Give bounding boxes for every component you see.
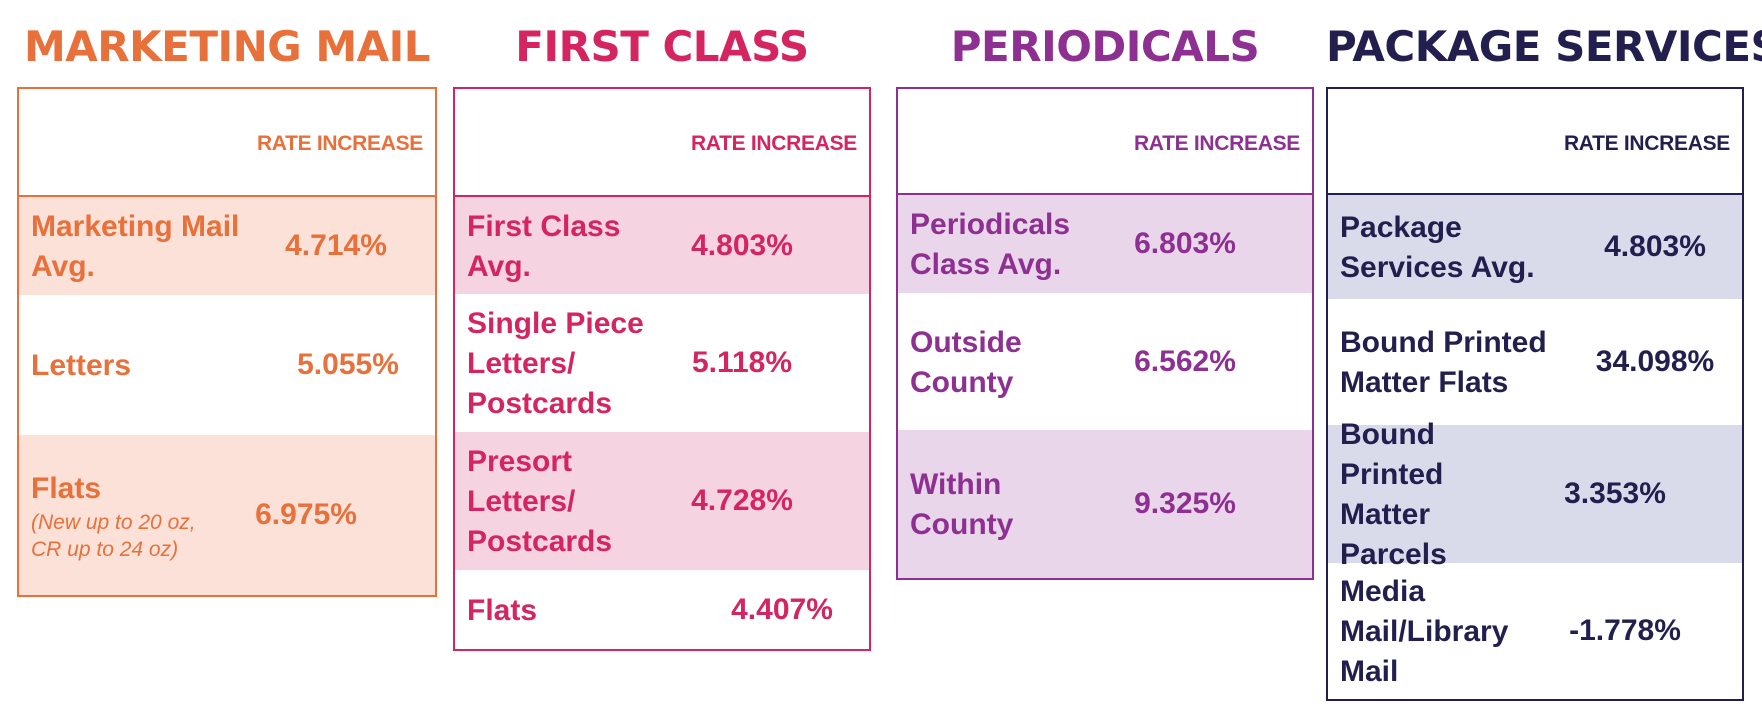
row-label: Bound Printed Matter Flats (1340, 326, 1547, 399)
row-value: 5.055% (297, 348, 399, 381)
row-value: 6.562% (1134, 344, 1236, 378)
row-label: Media Mail/Library Mail (1340, 575, 1509, 688)
row-value: 4.728% (691, 484, 793, 517)
row-value: 4.407% (731, 592, 833, 626)
table-row: Marketing Mail Avg. 4.714% (19, 197, 435, 295)
row-label: Letters (31, 349, 132, 382)
panel-title: PACKAGE SERVICES (1326, 22, 1762, 71)
table-row: Media Mail/Library Mail -1.778% (1328, 563, 1742, 699)
panel-title: PERIODICALS (950, 22, 1260, 71)
row-label: Outside County (910, 325, 1022, 399)
table-header: RATE INCREASE (455, 89, 869, 197)
column-header: RATE INCREASE (1133, 132, 1300, 155)
row-value: 6.803% (1134, 227, 1236, 260)
table-row: Periodicals Class Avg. 6.803% (898, 195, 1312, 293)
table-row: Within County 9.325% (898, 430, 1312, 578)
rate-table: RATE INCREASE Package Services Avg. 4.80… (1326, 87, 1744, 701)
row-label: Presort Letters/ Postcards (467, 445, 613, 558)
table-row: Presort Letters/ Postcards 4.728% (455, 432, 869, 570)
row-label: Package Services Avg. (1340, 211, 1535, 284)
row-value: 9.325% (1134, 487, 1236, 520)
table-header: RATE INCREASE (1328, 89, 1742, 195)
rate-table: RATE INCREASE First Class Avg. 4.803% Si… (453, 87, 871, 651)
table-row: Flats 4.407% (455, 570, 869, 649)
row-label: Bound Printed Matter Parcels (1340, 418, 1447, 571)
column-header: RATE INCREASE (256, 132, 423, 155)
row-label: Flats (New up to 20 oz, CR up to 24 oz) (31, 467, 231, 563)
row-value: 5.118% (691, 346, 793, 379)
column-header: RATE INCREASE (690, 132, 857, 155)
table-row: Bound Printed Matter Flats 34.098% (1328, 299, 1742, 425)
rate-table: RATE INCREASE Marketing Mail Avg. 4.714%… (17, 87, 437, 597)
row-label: First Class Avg. (467, 209, 621, 283)
row-value: 34.098% (1595, 345, 1715, 378)
panel-title: FIRST CLASS (515, 22, 809, 71)
row-label: Marketing Mail Avg. (31, 210, 240, 283)
row-value: 4.803% (1604, 230, 1706, 263)
row-value: 3.353% (1564, 477, 1666, 510)
row-value: 4.714% (285, 229, 387, 262)
table-row: First Class Avg. 4.803% (455, 197, 869, 294)
table-row: Bound Printed Matter Parcels 3.353% (1328, 418, 1742, 571)
row-value: 4.803% (691, 228, 793, 262)
row-value: -1.778% (1569, 614, 1681, 647)
row-note: (New up to 20 oz, CR up to 24 oz) (31, 511, 196, 561)
table-header: RATE INCREASE (19, 89, 435, 197)
table-row: Flats (New up to 20 oz, CR up to 24 oz) … (19, 435, 435, 595)
table-row: Outside County 6.562% (898, 293, 1312, 430)
table-header: RATE INCREASE (898, 89, 1312, 195)
row-label: Within County (910, 468, 1014, 541)
row-value: 6.975% (255, 498, 357, 531)
table-row: Single Piece Letters/ Postcards 5.118% (455, 294, 869, 432)
panel-title: MARKETING MAIL (23, 22, 431, 71)
rate-table: RATE INCREASE Periodicals Class Avg. 6.8… (896, 87, 1314, 580)
column-header: RATE INCREASE (1563, 132, 1730, 155)
table-row: Package Services Avg. 4.803% (1328, 195, 1742, 299)
row-label-text: Flats (31, 472, 102, 505)
table-row: Letters 5.055% (19, 295, 435, 435)
row-label: Periodicals Class Avg. (910, 208, 1071, 281)
row-label: Single Piece Letters/ Postcards (467, 307, 644, 420)
row-label: Flats (467, 593, 538, 627)
